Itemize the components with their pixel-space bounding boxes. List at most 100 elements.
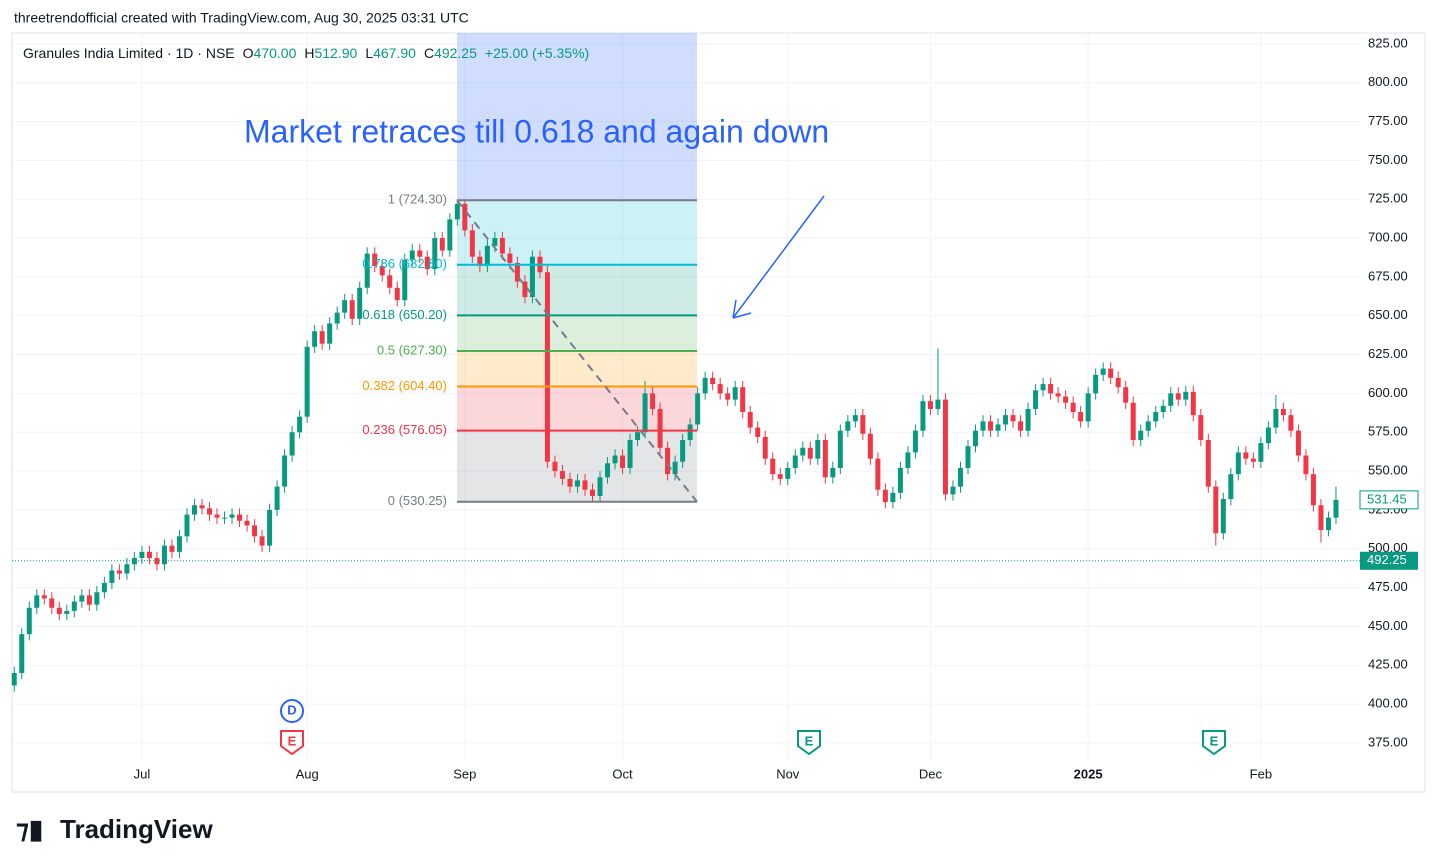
candle-body — [507, 253, 513, 263]
candle-body — [1168, 393, 1174, 406]
legend-value: 512.90 — [314, 45, 357, 61]
candle-body — [1288, 415, 1294, 431]
candle-body — [882, 489, 888, 503]
footer-logo: TradingView — [60, 814, 213, 844]
legend-change: +25.00 (+5.35%) — [485, 45, 589, 61]
fib-band — [457, 315, 697, 351]
x-tick-label: Feb — [1250, 766, 1272, 781]
candle-body — [289, 432, 295, 456]
candle-body — [1108, 368, 1114, 378]
candle-body — [237, 514, 243, 521]
y-tick-label: 400.00 — [1368, 696, 1408, 711]
x-tick-label: 2025 — [1074, 766, 1103, 781]
candle-body — [657, 408, 663, 448]
candle-body — [1115, 377, 1121, 388]
y-tick-label: 575.00 — [1368, 424, 1408, 439]
y-tick-label: 375.00 — [1368, 734, 1408, 749]
candle-body — [687, 424, 693, 440]
candle-body — [94, 592, 100, 605]
symbol: Granules India Limited · 1D · NSE — [23, 45, 235, 61]
candle-body — [1183, 391, 1189, 400]
candle-body — [424, 256, 430, 270]
candle-body — [1145, 421, 1151, 431]
candle-body — [432, 238, 438, 270]
legend-key: O — [243, 45, 254, 61]
candle-body — [259, 536, 265, 546]
y-tick-label: 725.00 — [1368, 191, 1408, 206]
fib-label: 0.236 (576.05) — [362, 422, 447, 437]
candle-body — [965, 446, 971, 468]
candle-body — [1085, 393, 1091, 422]
candle-body — [252, 525, 258, 537]
x-tick-label: Oct — [612, 766, 633, 781]
candle-body — [1333, 499, 1339, 518]
arrow-head — [732, 299, 752, 319]
candle-body — [830, 467, 836, 478]
candle-body — [935, 399, 941, 409]
candle-body — [1160, 405, 1166, 413]
candle-body — [334, 312, 340, 324]
candle-body — [725, 393, 731, 400]
fib-label: 1 (724.30) — [388, 192, 447, 207]
candle-body — [184, 514, 190, 537]
candle-body — [1325, 517, 1331, 531]
candle-body — [1048, 384, 1054, 394]
candle-body — [64, 610, 70, 614]
legend-value: 467.90 — [373, 45, 416, 61]
candle-body — [79, 595, 85, 602]
candle-body — [845, 421, 851, 431]
candle-body — [454, 203, 460, 220]
candle-body — [469, 230, 475, 257]
candle-body — [1138, 430, 1144, 440]
footer-icon: ⁊▮ — [16, 814, 43, 844]
current-price-label: 492.25 — [1367, 552, 1407, 567]
candle-body — [312, 331, 318, 347]
candle-body — [327, 323, 333, 344]
candle-body — [695, 393, 701, 425]
candle-body — [574, 480, 580, 487]
candle-body — [559, 471, 565, 479]
candle-body — [1123, 387, 1129, 403]
arrow-shaft — [732, 195, 825, 319]
candle-body — [950, 486, 956, 495]
candle-body — [732, 387, 738, 400]
candle-body — [860, 415, 866, 434]
candle-body — [364, 253, 370, 288]
candle-body — [1280, 408, 1286, 416]
candle-body — [86, 595, 92, 605]
fib-label: 0 (530.25) — [388, 493, 447, 508]
y-tick-label: 550.00 — [1368, 463, 1408, 478]
candle-body — [980, 421, 986, 431]
candle-body — [642, 393, 648, 433]
candle-body — [762, 436, 768, 459]
candle-body — [492, 238, 498, 246]
y-tick-label: 750.00 — [1368, 152, 1408, 167]
candle-body — [1220, 499, 1226, 534]
legend-value: 470.00 — [254, 45, 297, 61]
candle-body — [920, 401, 926, 431]
candle-body — [988, 421, 994, 431]
candle-body — [927, 401, 933, 409]
candle-body — [620, 455, 626, 468]
y-tick-label: 450.00 — [1368, 618, 1408, 633]
candle-body — [1100, 368, 1106, 375]
candle-body — [1310, 474, 1316, 506]
candle-body — [777, 474, 783, 479]
candle-body — [1250, 458, 1256, 462]
highlight-zone — [457, 33, 697, 201]
candle-body — [191, 505, 197, 515]
candle-body — [905, 452, 911, 468]
x-tick-label: Jul — [134, 766, 151, 781]
candle-body — [567, 478, 573, 487]
candle-body — [1265, 427, 1271, 444]
candle-body — [349, 300, 355, 319]
candle-body — [499, 238, 505, 254]
candle-body — [379, 266, 385, 276]
candle-body — [522, 281, 528, 298]
candle-body — [169, 545, 175, 552]
annotation: Market retraces till 0.618 and again dow… — [244, 113, 829, 149]
candle-body — [957, 467, 963, 487]
candle-body — [815, 439, 821, 459]
event-label: E — [805, 733, 814, 748]
